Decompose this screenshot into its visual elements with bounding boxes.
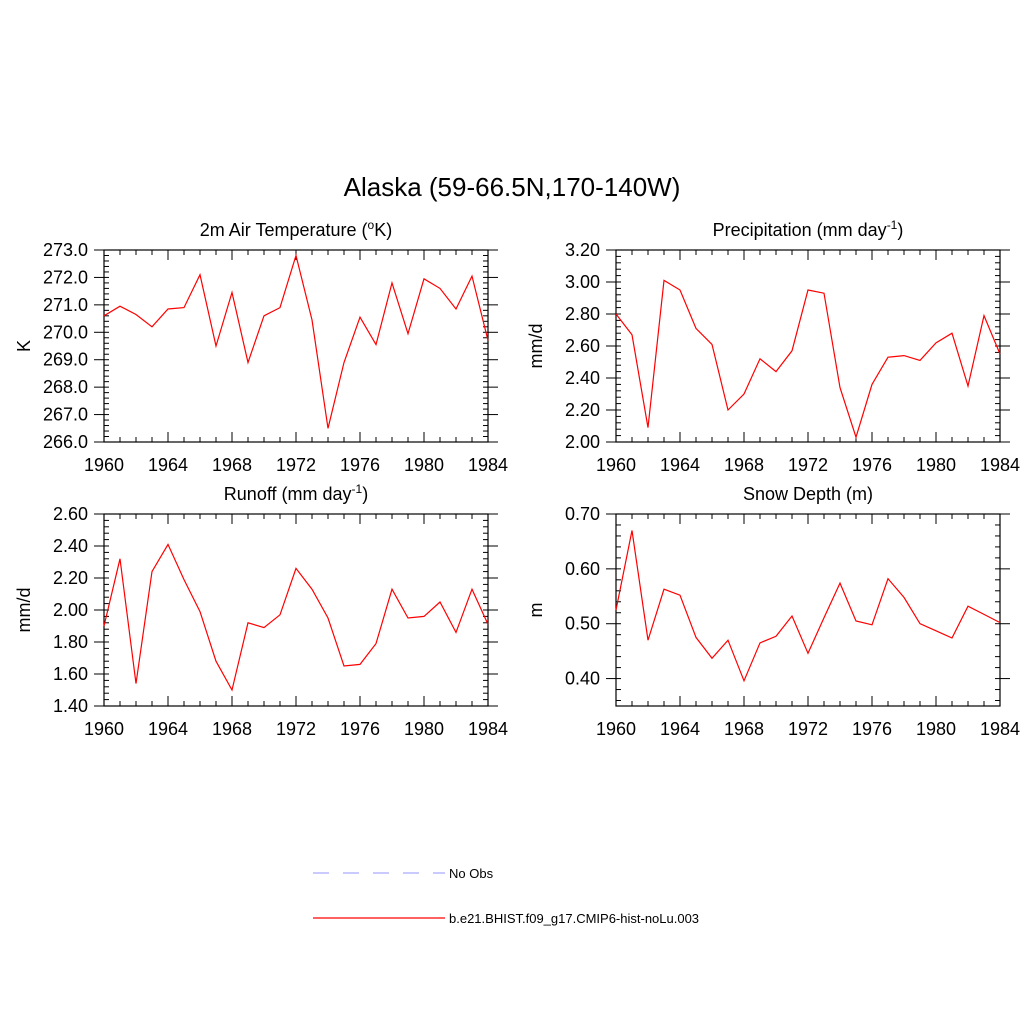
x-tick-label: 1968 [724, 719, 764, 739]
y-tick-label: 1.60 [53, 664, 88, 684]
x-tick-label: 1976 [852, 719, 892, 739]
x-tick-label: 1968 [212, 719, 252, 739]
y-tick-label: 272.0 [43, 267, 88, 287]
panel-3: Runoff (mm day-1) mm/d 1960 1964 1968 1972 197… [14, 482, 508, 739]
y-axis-label: mm/d [526, 324, 546, 369]
x-tick-label: 1980 [916, 455, 956, 475]
x-tick-label: 1960 [84, 719, 124, 739]
x-tick-label: 1960 [596, 719, 636, 739]
panel-title: Precipitation (mm day-1) [713, 218, 904, 240]
y-tick-label: 3.00 [565, 272, 600, 292]
panel-title: Snow Depth (m) [743, 484, 873, 504]
y-tick-label: 2.60 [565, 336, 600, 356]
x-tick-label: 1976 [340, 719, 380, 739]
y-tick-label: 269.0 [43, 350, 88, 370]
x-tick-label: 1980 [404, 719, 444, 739]
panel-2: Precipitation (mm day-1) mm/d 1960 1964 1968… [526, 218, 1020, 475]
x-tick-label: 1976 [340, 455, 380, 475]
y-tick-label: 0.40 [565, 669, 600, 689]
y-tick-label: 271.0 [43, 295, 88, 315]
y-tick-label: 2.20 [565, 400, 600, 420]
y-axis-label: mm/d [14, 588, 34, 633]
legend-label: No Obs [449, 866, 494, 881]
y-tick-label: 268.0 [43, 377, 88, 397]
panel-title-superscript: -1 [352, 482, 363, 496]
y-tick-label: 2.00 [53, 600, 88, 620]
plot-frame [616, 514, 1000, 706]
y-tick-label: 0.60 [565, 559, 600, 579]
figure-title: Alaska (59-66.5N,170-140W) [344, 172, 681, 202]
panel-title-main: Precipitation (mm day [713, 220, 887, 240]
y-tick-label: 1.40 [53, 696, 88, 716]
series-line [616, 280, 1000, 437]
x-tick-label: 1968 [724, 455, 764, 475]
legend-label: b.e21.BHIST.f09_g17.CMIP6-hist-noLu.003 [449, 911, 699, 926]
panel-title-main: 2m Air Temperature ( [200, 220, 368, 240]
x-tick-label: 1980 [404, 455, 444, 475]
panel-title: 2m Air Temperature (oK) [200, 218, 392, 240]
plot-frame [104, 250, 488, 442]
y-tick-label: 267.0 [43, 405, 88, 425]
y-tick-label: 266.0 [43, 432, 88, 452]
panel-title-main: Runoff (mm day [224, 484, 352, 504]
x-tick-label: 1976 [852, 455, 892, 475]
panels: 2m Air Temperature (oK) K 1960 1964 1968 1972… [14, 218, 1020, 739]
x-tick-label: 1972 [276, 455, 316, 475]
series-line [104, 544, 488, 690]
y-tick-label: 270.0 [43, 322, 88, 342]
x-tick-label: 1960 [84, 455, 124, 475]
x-tick-label: 1972 [788, 455, 828, 475]
y-tick-label: 0.50 [565, 614, 600, 634]
panel-title-tail: K) [374, 220, 392, 240]
y-tick-label: 2.20 [53, 568, 88, 588]
x-tick-label: 1964 [148, 455, 188, 475]
y-tick-label: 0.70 [565, 504, 600, 524]
y-tick-label: 1.80 [53, 632, 88, 652]
x-tick-label: 1960 [596, 455, 636, 475]
x-tick-label: 1984 [468, 455, 508, 475]
x-tick-label: 1984 [980, 719, 1020, 739]
y-tick-label: 2.40 [53, 536, 88, 556]
panel-title-tail: ) [897, 220, 903, 240]
panel-title-superscript: -1 [887, 218, 898, 232]
panel-title-main: Snow Depth (m) [743, 484, 873, 504]
y-tick-label: 2.40 [565, 368, 600, 388]
x-tick-label: 1964 [660, 455, 700, 475]
plot-frame [616, 250, 1000, 442]
y-tick-label: 3.20 [565, 240, 600, 260]
series-line [104, 256, 488, 429]
y-tick-label: 2.00 [565, 432, 600, 452]
panel-title-tail: ) [362, 484, 368, 504]
panel-4: Snow Depth (m) m 1960 1964 1968 1972 1976 1980 1… [526, 484, 1020, 739]
x-tick-label: 1964 [148, 719, 188, 739]
x-tick-label: 1984 [980, 455, 1020, 475]
panel-1: 2m Air Temperature (oK) K 1960 1964 1968 1972… [14, 218, 508, 475]
x-tick-label: 1980 [916, 719, 956, 739]
x-tick-label: 1984 [468, 719, 508, 739]
y-axis-label: K [14, 340, 34, 352]
x-tick-label: 1968 [212, 455, 252, 475]
series-line [616, 531, 1000, 681]
y-axis-label: m [526, 603, 546, 618]
y-tick-label: 273.0 [43, 240, 88, 260]
x-tick-label: 1972 [788, 719, 828, 739]
legend: No Obs b.e21.BHIST.f09_g17.CMIP6-hist-noL… [313, 866, 699, 926]
panel-title: Runoff (mm day-1) [224, 482, 368, 504]
x-tick-label: 1972 [276, 719, 316, 739]
x-tick-label: 1964 [660, 719, 700, 739]
y-tick-label: 2.80 [565, 304, 600, 324]
y-tick-label: 2.60 [53, 504, 88, 524]
